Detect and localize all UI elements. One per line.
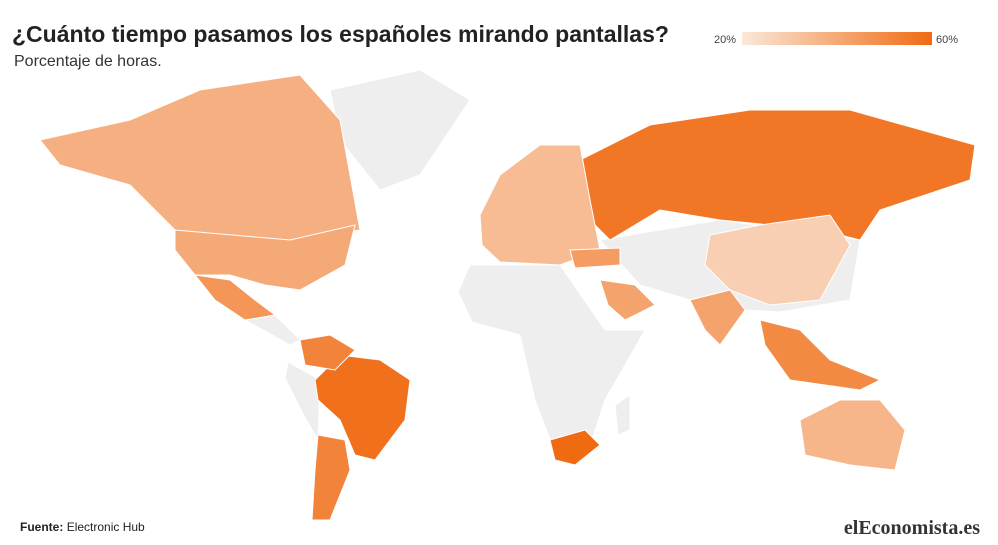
regions xyxy=(39,74,976,521)
region xyxy=(549,429,601,466)
region xyxy=(569,247,621,269)
legend: 20% 60% xyxy=(714,34,958,46)
land xyxy=(243,314,301,346)
region xyxy=(579,109,976,241)
region xyxy=(314,354,411,461)
region xyxy=(39,74,361,241)
source-name: Electronic Hub xyxy=(67,520,145,534)
chart-title: ¿Cuánto tiempo pasamos los españoles mir… xyxy=(12,21,669,47)
region xyxy=(479,144,601,266)
region xyxy=(599,279,656,321)
legend-scale xyxy=(742,32,932,45)
region xyxy=(689,289,746,346)
region xyxy=(704,214,851,306)
source-label: Fuente: xyxy=(20,520,63,534)
chart-subtitle: Porcentaje de horas. xyxy=(14,53,162,70)
region xyxy=(799,399,906,471)
legend-tick-label: 20% xyxy=(714,34,736,46)
region xyxy=(193,274,277,321)
region xyxy=(311,434,351,521)
legend-tick-label: 60% xyxy=(936,34,958,46)
land xyxy=(614,394,631,436)
land xyxy=(284,361,321,442)
source: Fuente: Electronic Hub xyxy=(20,520,145,534)
region xyxy=(299,334,356,371)
land xyxy=(329,69,471,191)
region xyxy=(759,319,882,391)
logo: elEconomista.es xyxy=(844,517,980,539)
region xyxy=(174,224,356,291)
